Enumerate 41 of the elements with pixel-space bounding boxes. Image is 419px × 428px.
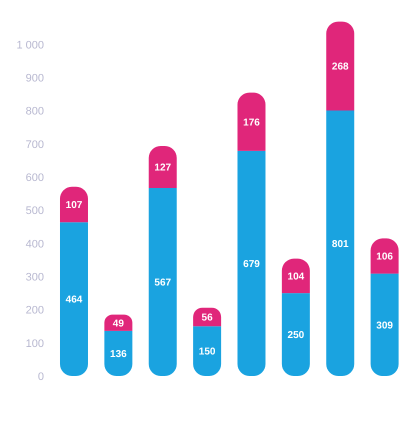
data-label: 679	[243, 259, 260, 270]
y-tick-label: 300	[26, 271, 44, 284]
y-tick-label: 500	[26, 205, 44, 218]
y-tick-label: 800	[26, 106, 44, 118]
bar	[148, 146, 177, 188]
bar	[282, 258, 310, 294]
data-label: 176	[243, 117, 260, 128]
bar	[60, 222, 88, 376]
y-tick-label: 700	[26, 138, 44, 151]
data-label: 309	[376, 320, 394, 332]
bar	[237, 150, 266, 376]
y-tick-label: 0	[38, 370, 44, 383]
bar	[326, 110, 354, 376]
bar	[60, 186, 88, 222]
data-label: 464	[66, 294, 83, 306]
data-label: 136	[110, 349, 128, 360]
bar	[193, 326, 222, 376]
data-label: 127	[154, 162, 172, 174]
data-label: 150	[198, 346, 216, 358]
data-label: 567	[154, 278, 172, 289]
data-label: 250	[288, 330, 305, 342]
data-label: 106	[376, 252, 394, 263]
bar	[237, 92, 266, 151]
data-label: 49	[112, 318, 124, 330]
y-tick-label: 200	[26, 304, 44, 317]
bar	[148, 188, 177, 376]
y-tick-label: 400	[26, 238, 44, 250]
bar	[282, 293, 310, 376]
data-label: 104	[288, 271, 305, 282]
bar	[104, 330, 132, 376]
y-tick-label: 600	[26, 172, 44, 184]
bar	[370, 238, 399, 274]
y-tick-label: 100	[26, 338, 44, 350]
data-label: 268	[332, 62, 350, 73]
data-label: 56	[202, 312, 214, 324]
data-label: 107	[66, 200, 83, 212]
bar	[326, 22, 354, 110]
y-tick-label: 1 000	[16, 39, 44, 52]
bar	[370, 274, 399, 376]
data-label: 801	[332, 238, 350, 250]
y-tick-label: 900	[26, 72, 44, 85]
